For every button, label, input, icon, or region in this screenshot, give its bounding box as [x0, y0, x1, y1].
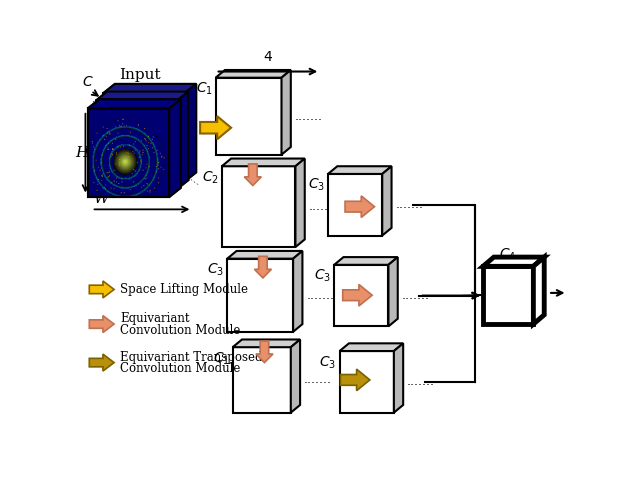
Polygon shape: [95, 92, 189, 101]
Text: Convolution Module: Convolution Module: [120, 362, 241, 375]
Text: Convolution Module: Convolution Module: [120, 324, 241, 337]
Polygon shape: [95, 92, 189, 101]
Polygon shape: [533, 257, 544, 324]
Text: W: W: [94, 191, 109, 206]
Polygon shape: [169, 99, 180, 197]
Polygon shape: [343, 284, 372, 306]
Text: .......: .......: [307, 289, 334, 302]
Text: Input: Input: [120, 68, 161, 82]
Polygon shape: [483, 257, 544, 266]
Polygon shape: [483, 266, 533, 324]
Text: .......: .......: [402, 289, 429, 302]
Polygon shape: [340, 369, 370, 391]
Polygon shape: [340, 351, 394, 412]
Polygon shape: [291, 339, 300, 412]
Polygon shape: [256, 341, 273, 363]
Text: $C_2$: $C_2$: [202, 169, 219, 186]
Text: $C_4$: $C_4$: [499, 247, 516, 263]
Polygon shape: [328, 174, 382, 236]
Text: $C$: $C$: [82, 75, 93, 89]
Text: .......: .......: [407, 375, 435, 388]
Text: Equivariant: Equivariant: [120, 312, 190, 325]
Polygon shape: [200, 116, 231, 139]
Text: .......: .......: [396, 198, 424, 211]
Text: $C_1$: $C_1$: [196, 81, 212, 97]
Text: Space Lifting Module: Space Lifting Module: [120, 283, 248, 296]
Polygon shape: [254, 256, 271, 278]
Polygon shape: [216, 70, 291, 78]
Polygon shape: [233, 347, 291, 412]
Polygon shape: [184, 84, 196, 182]
Polygon shape: [103, 93, 184, 182]
Polygon shape: [296, 159, 305, 247]
Polygon shape: [177, 92, 189, 189]
Text: .......: .......: [294, 110, 323, 123]
Polygon shape: [282, 70, 291, 155]
Text: ....: ....: [88, 89, 104, 104]
Polygon shape: [222, 159, 305, 166]
Text: $C_3$: $C_3$: [319, 354, 337, 371]
Polygon shape: [222, 166, 296, 247]
Polygon shape: [382, 166, 392, 236]
Polygon shape: [227, 251, 303, 259]
Polygon shape: [88, 99, 180, 109]
Text: .......: .......: [304, 374, 332, 386]
Polygon shape: [95, 101, 177, 189]
Polygon shape: [334, 257, 397, 265]
Polygon shape: [216, 78, 282, 155]
Text: H: H: [76, 146, 89, 160]
Polygon shape: [328, 166, 392, 174]
Polygon shape: [244, 164, 261, 186]
Text: 4: 4: [264, 50, 272, 64]
Text: .......: .......: [308, 200, 337, 213]
Text: Equivariant Transposed: Equivariant Transposed: [120, 351, 263, 364]
Polygon shape: [103, 84, 196, 93]
Polygon shape: [90, 281, 114, 298]
Text: $C_3$: $C_3$: [308, 177, 325, 193]
Polygon shape: [345, 196, 374, 217]
Text: $C_1$: $C_1$: [212, 350, 230, 367]
Polygon shape: [103, 93, 184, 182]
Polygon shape: [227, 259, 293, 332]
Polygon shape: [177, 92, 189, 189]
Text: $C_3$: $C_3$: [207, 262, 224, 278]
Polygon shape: [388, 257, 397, 326]
Polygon shape: [334, 265, 388, 326]
Polygon shape: [233, 339, 300, 347]
Polygon shape: [95, 101, 177, 189]
Polygon shape: [103, 84, 196, 93]
Polygon shape: [340, 343, 403, 351]
Text: ......: ......: [179, 168, 203, 188]
Polygon shape: [184, 84, 196, 182]
Polygon shape: [394, 343, 403, 412]
Text: $C_3$: $C_3$: [314, 268, 331, 284]
Polygon shape: [293, 251, 303, 332]
Polygon shape: [90, 316, 114, 333]
Polygon shape: [90, 354, 114, 371]
